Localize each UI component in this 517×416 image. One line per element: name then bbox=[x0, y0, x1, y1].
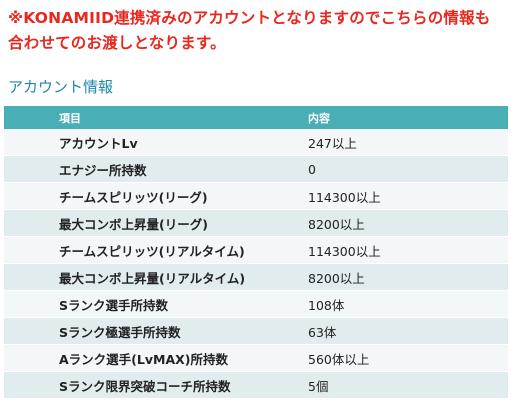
row-item: Aランク選手(LvMAX)所持数 bbox=[4, 344, 308, 372]
row-content: 560体以上 bbox=[308, 344, 508, 372]
header-item: 項目 bbox=[4, 106, 308, 129]
row-item: チームスピリッツ(リーグ) bbox=[4, 182, 308, 210]
notice-line-2: 合わせてのお渡しとなります。 bbox=[8, 34, 226, 52]
row-content: 63体 bbox=[308, 317, 508, 345]
section-title: アカウント情報 bbox=[8, 78, 114, 96]
row-content: 108体 bbox=[308, 290, 508, 318]
row-item: チームスピリッツ(リアルタイム) bbox=[4, 236, 308, 264]
row-content: 0 bbox=[308, 155, 508, 183]
table-header-row: 項目 内容 bbox=[4, 106, 508, 129]
account-notice: ※KONAMIID連携済みのアカウントとなりますのでこちらの情報も 合わせてのお… bbox=[8, 6, 513, 56]
row-item: 最大コンボ上昇量(リーグ) bbox=[4, 209, 308, 237]
table-row: チームスピリッツ(リアルタイム) 114300以上 bbox=[4, 236, 508, 264]
row-content: 114300以上 bbox=[308, 236, 508, 264]
table-row: Aランク選手(LvMAX)所持数 560体以上 bbox=[4, 344, 508, 372]
row-item: Sランク選手所持数 bbox=[4, 290, 308, 318]
row-content: 114300以上 bbox=[308, 182, 508, 210]
row-item: アカウントLv bbox=[4, 129, 308, 156]
table-row: Sランク極選手所持数 63体 bbox=[4, 317, 508, 345]
table-row: エナジー所持数 0 bbox=[4, 155, 508, 183]
table-row: アカウントLv 247以上 bbox=[4, 129, 508, 156]
row-item: Sランク限界突破コーチ所持数 bbox=[4, 371, 308, 399]
account-info-table: 項目 内容 アカウントLv 247以上 エナジー所持数 0 チームスピリッツ(リ… bbox=[4, 106, 508, 399]
table-row: 最大コンボ上昇量(リーグ) 8200以上 bbox=[4, 209, 508, 237]
table-row: チームスピリッツ(リーグ) 114300以上 bbox=[4, 182, 508, 210]
row-content: 8200以上 bbox=[308, 263, 508, 291]
row-content: 8200以上 bbox=[308, 209, 508, 237]
table-row: 最大コンボ上昇量(リアルタイム) 8200以上 bbox=[4, 263, 508, 291]
table-row: Sランク限界突破コーチ所持数 5個 bbox=[4, 371, 508, 399]
header-content: 内容 bbox=[308, 106, 508, 129]
table-row: Sランク選手所持数 108体 bbox=[4, 290, 508, 318]
row-item: エナジー所持数 bbox=[4, 155, 308, 183]
row-item: 最大コンボ上昇量(リアルタイム) bbox=[4, 263, 308, 291]
notice-line-1: ※KONAMIID連携済みのアカウントとなりますのでこちらの情報も bbox=[8, 9, 491, 27]
row-content: 5個 bbox=[308, 371, 508, 399]
row-content: 247以上 bbox=[308, 129, 508, 156]
row-item: Sランク極選手所持数 bbox=[4, 317, 308, 345]
